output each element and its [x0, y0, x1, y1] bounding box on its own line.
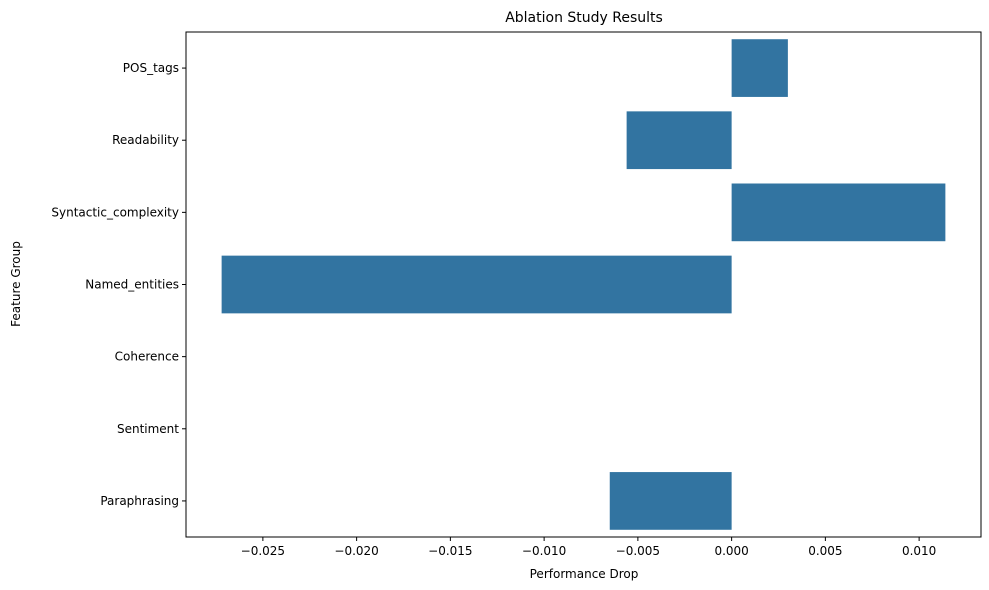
y-tick-label: Readability — [112, 133, 179, 147]
y-tick-label: Paraphrasing — [100, 494, 179, 508]
x-tick-label: 0.005 — [808, 544, 842, 558]
x-ticks: −0.025 −0.020 −0.015 −0.010 −0.005 0.000 0.005… — [241, 537, 936, 558]
bar-paraphrasing — [609, 472, 732, 530]
y-tick-label: Sentiment — [117, 422, 179, 436]
y-axis-label: Feature Group — [9, 241, 23, 327]
x-tick-label: −0.015 — [428, 544, 472, 558]
x-tick-label: −0.020 — [334, 544, 378, 558]
x-tick-label: 0.000 — [714, 544, 748, 558]
y-tick-label: Syntactic_complexity — [51, 205, 179, 219]
x-tick-label: −0.025 — [241, 544, 285, 558]
x-tick-label: 0.010 — [902, 544, 936, 558]
bar-syntactic-complexity — [731, 183, 946, 242]
chart-title: Ablation Study Results — [505, 10, 663, 26]
plot-area-frame — [185, 31, 982, 538]
x-tick-label: −0.010 — [522, 544, 566, 558]
y-ticks: POS_tags Readability Syntactic_complexity N… — [51, 61, 186, 508]
bar-readability — [626, 111, 732, 170]
x-axis-label: Performance Drop — [530, 567, 639, 581]
y-tick-label: Named_entities — [85, 278, 179, 292]
y-tick-label: Coherence — [115, 350, 179, 364]
bars-group — [221, 39, 946, 530]
bar-named-entities — [221, 255, 732, 314]
x-tick-label: −0.005 — [616, 544, 660, 558]
bar-pos-tags — [731, 39, 788, 97]
y-tick-label: POS_tags — [123, 61, 179, 75]
